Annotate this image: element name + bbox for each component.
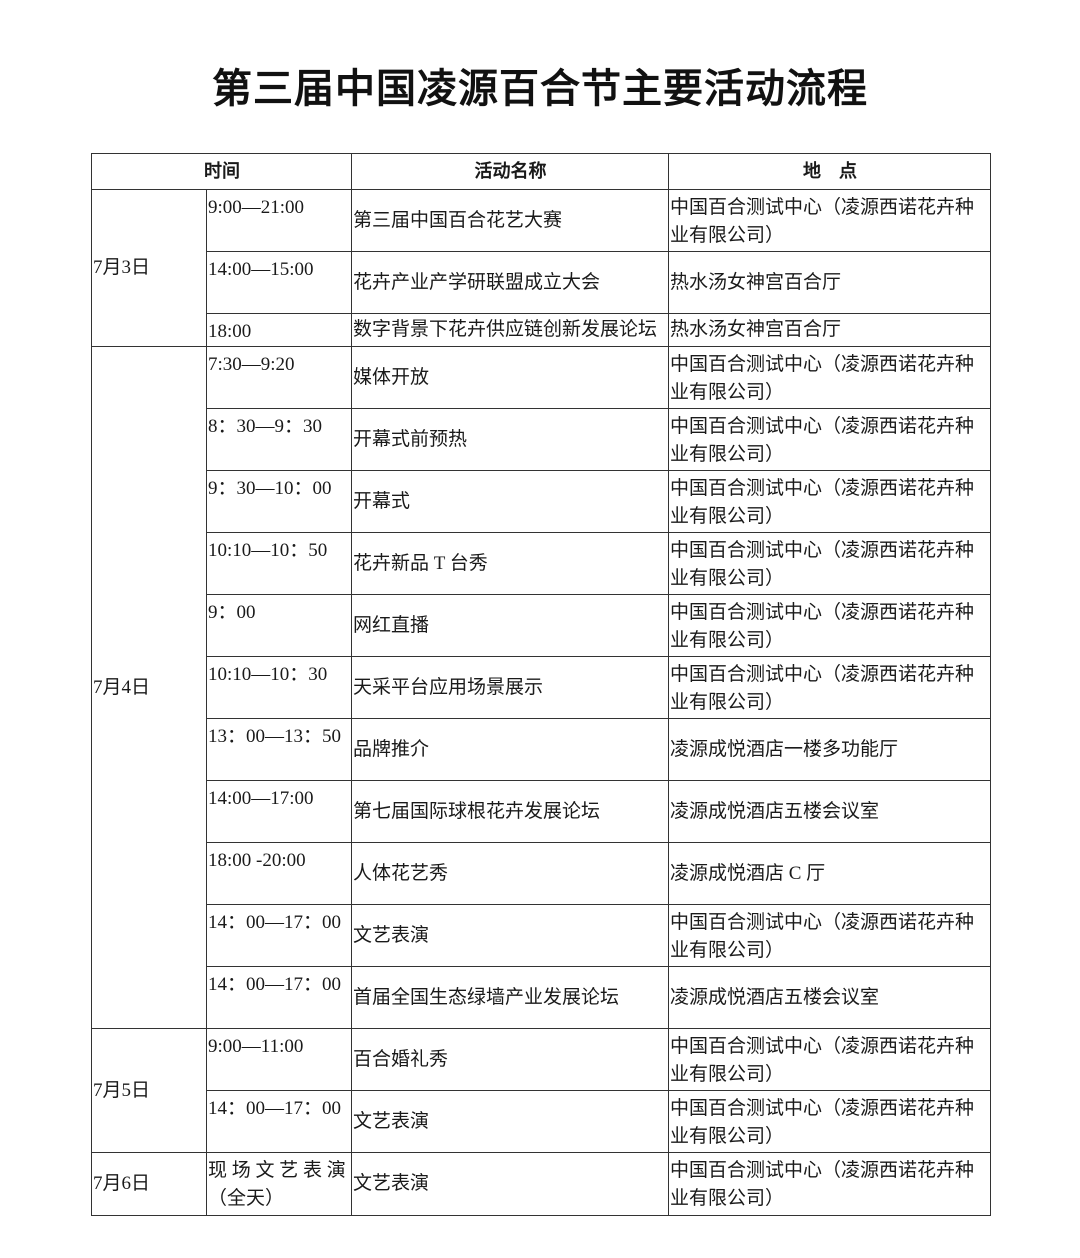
activity-cell: 花卉产业产学研联盟成立大会 xyxy=(351,251,669,314)
activity-cell: 数字背景下花卉供应链创新发展论坛 xyxy=(351,313,669,347)
header-activity: 活动名称 xyxy=(351,153,669,190)
time-cell: 18:00 -20:00 xyxy=(206,842,352,905)
document-title: 第三届中国凌源百合节主要活动流程 xyxy=(212,66,868,112)
date-cell: 7月3日 xyxy=(91,189,207,347)
time-cell: 9:00—21:00 xyxy=(206,189,352,252)
location-cell: 中国百合测试中心（凌源西诺花卉种业有限公司） xyxy=(668,532,991,595)
schedule-table: 时间 活动名称 地 点 7月3日 9:00—21:00 第三届中国百合花艺大赛 中国百… xyxy=(91,153,991,1216)
time-cell: 10:10—10：50 xyxy=(206,532,352,595)
time-cell: 8：30—9：30 xyxy=(206,408,352,471)
location-cell: 热水汤女神宫百合厅 xyxy=(668,251,991,314)
table-row: 14：00—17：00 文艺表演 中国百合测试中心（凌源西诺花卉种业有限公司） xyxy=(92,904,991,967)
time-cell: 9:00—11:00 xyxy=(206,1028,352,1091)
activity-cell: 首届全国生态绿墙产业发展论坛 xyxy=(351,966,669,1029)
header-location: 地 点 xyxy=(668,153,991,190)
location-cell: 中国百合测试中心（凌源西诺花卉种业有限公司） xyxy=(668,904,991,967)
table-row: 14:00—17:00 第七届国际球根花卉发展论坛 凌源成悦酒店五楼会议室 xyxy=(92,780,991,843)
table-row: 7月5日 9:00—11:00 百合婚礼秀 中国百合测试中心（凌源西诺花卉种业有限公司… xyxy=(91,1028,991,1153)
date-cell: 7月5日 xyxy=(91,1028,207,1153)
location-cell: 中国百合测试中心（凌源西诺花卉种业有限公司） xyxy=(668,346,991,409)
location-cell: 中国百合测试中心（凌源西诺花卉种业有限公司） xyxy=(668,408,991,471)
location-cell: 中国百合测试中心（凌源西诺花卉种业有限公司） xyxy=(668,1090,991,1153)
activity-cell: 文艺表演 xyxy=(351,1090,669,1153)
table-row: 9：00 网红直播 中国百合测试中心（凌源西诺花卉种业有限公司） xyxy=(92,594,991,657)
location-cell: 中国百合测试中心（凌源西诺花卉种业有限公司） xyxy=(668,1028,991,1091)
activity-cell: 品牌推介 xyxy=(351,718,669,781)
table-row: 10:10—10：50 花卉新品 T 台秀 中国百合测试中心（凌源西诺花卉种业有限公… xyxy=(92,532,991,595)
location-cell: 中国百合测试中心（凌源西诺花卉种业有限公司） xyxy=(668,1152,991,1216)
table-row: 7月4日 7:30—9:20 媒体开放 中国百合测试中心（凌源西诺花卉种业有限公司） xyxy=(91,346,991,1029)
time-cell: 14:00—15:00 xyxy=(206,251,352,314)
activity-cell: 第三届中国百合花艺大赛 xyxy=(351,189,669,252)
location-cell: 热水汤女神宫百合厅 xyxy=(668,313,991,347)
time-cell: 14:00—17:00 xyxy=(206,780,352,843)
time-cell: 7:30—9:20 xyxy=(206,346,352,409)
location-cell: 中国百合测试中心（凌源西诺花卉种业有限公司） xyxy=(668,594,991,657)
table-row: 9：30—10：00 开幕式 中国百合测试中心（凌源西诺花卉种业有限公司） xyxy=(92,470,991,533)
table-row: 14：00—17：00 文艺表演 中国百合测试中心（凌源西诺花卉种业有限公司） xyxy=(92,1090,991,1153)
activity-cell: 天采平台应用场景展示 xyxy=(351,656,669,719)
location-cell: 中国百合测试中心（凌源西诺花卉种业有限公司） xyxy=(668,656,991,719)
location-cell: 中国百合测试中心（凌源西诺花卉种业有限公司） xyxy=(668,470,991,533)
table-row: 13：00—13：50 品牌推介 凌源成悦酒店一楼多功能厅 xyxy=(92,718,991,781)
time-cell: 现 场 文 艺 表 演 （全天） xyxy=(206,1152,352,1216)
activity-cell: 花卉新品 T 台秀 xyxy=(351,532,669,595)
table-row: 18:00 -20:00 人体花艺秀 凌源成悦酒店 C 厅 xyxy=(92,842,991,905)
table-row: 7月6日现 场 文 艺 表 演 （全天） 文艺表演 中国百合测试中心（凌源西诺花卉种… xyxy=(91,1152,991,1216)
activity-cell: 开幕式 xyxy=(351,470,669,533)
activity-cell: 人体花艺秀 xyxy=(351,842,669,905)
time-cell: 9：00 xyxy=(206,594,352,657)
time-cell: 10:10—10：30 xyxy=(206,656,352,719)
activity-cell: 百合婚礼秀 xyxy=(351,1028,669,1091)
time-cell: 14：00—17：00 xyxy=(206,1090,352,1153)
location-cell: 凌源成悦酒店一楼多功能厅 xyxy=(668,718,991,781)
activity-cell: 开幕式前预热 xyxy=(351,408,669,471)
table-row: 14:00—15:00 花卉产业产学研联盟成立大会 热水汤女神宫百合厅 xyxy=(92,251,991,314)
activity-cell: 文艺表演 xyxy=(351,1152,669,1216)
table-row: 7月3日 9:00—21:00 第三届中国百合花艺大赛 中国百合测试中心（凌源西诺花卉… xyxy=(91,189,991,347)
time-cell: 14：00—17：00 xyxy=(206,904,352,967)
activity-cell: 文艺表演 xyxy=(351,904,669,967)
location-cell: 凌源成悦酒店 C 厅 xyxy=(668,842,991,905)
location-cell: 凌源成悦酒店五楼会议室 xyxy=(668,966,991,1029)
activity-cell: 第七届国际球根花卉发展论坛 xyxy=(351,780,669,843)
time-cell: 18:00 xyxy=(206,313,352,347)
location-cell: 中国百合测试中心（凌源西诺花卉种业有限公司） xyxy=(668,189,991,252)
header-time: 时间 xyxy=(91,153,352,190)
date-cell: 7月6日 xyxy=(91,1152,207,1216)
header-row: 时间 活动名称 地 点 xyxy=(91,153,991,190)
time-cell: 9：30—10：00 xyxy=(206,470,352,533)
table-row: 14：00—17：00 首届全国生态绿墙产业发展论坛 凌源成悦酒店五楼会议室 xyxy=(92,966,991,1029)
time-cell: 13：00—13：50 xyxy=(206,718,352,781)
date-cell: 7月4日 xyxy=(91,346,207,1029)
table-row: 10:10—10：30 天采平台应用场景展示 中国百合测试中心（凌源西诺花卉种业有限… xyxy=(92,656,991,719)
table-row: 18:00 数字背景下花卉供应链创新发展论坛 热水汤女神宫百合厅 xyxy=(92,313,991,347)
location-cell: 凌源成悦酒店五楼会议室 xyxy=(668,780,991,843)
table-row: 8：30—9：30 开幕式前预热 中国百合测试中心（凌源西诺花卉种业有限公司） xyxy=(92,408,991,471)
activity-cell: 媒体开放 xyxy=(351,346,669,409)
time-cell: 14：00—17：00 xyxy=(206,966,352,1029)
activity-cell: 网红直播 xyxy=(351,594,669,657)
